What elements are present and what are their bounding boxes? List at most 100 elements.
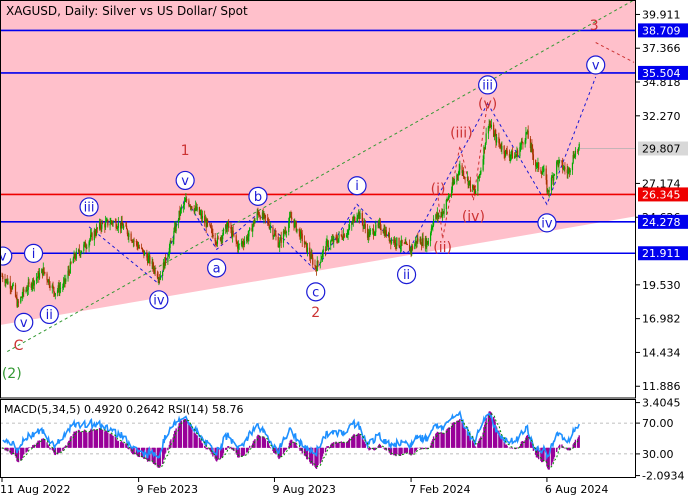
candle	[195, 200, 197, 211]
candle-body	[342, 234, 345, 240]
candle	[469, 176, 471, 193]
candle	[130, 231, 132, 242]
candle-body	[322, 249, 324, 252]
macd-bar	[167, 447, 169, 451]
candle	[405, 237, 407, 244]
macd-bar	[164, 447, 166, 455]
candle-body	[210, 227, 213, 229]
macd-bar	[317, 447, 319, 466]
macd-bar	[485, 417, 487, 448]
candle-body	[361, 213, 363, 223]
candle	[215, 239, 217, 248]
candle	[231, 224, 233, 239]
candle-body	[395, 245, 397, 246]
candle	[463, 167, 465, 179]
candle	[337, 238, 339, 244]
candle	[209, 222, 211, 227]
candle-body	[420, 244, 423, 246]
candle-body	[510, 154, 512, 156]
macd-bar	[204, 446, 207, 448]
candle	[289, 211, 291, 219]
candle	[394, 237, 396, 250]
candle-body	[78, 249, 80, 253]
candle-body	[233, 234, 235, 236]
candle-body	[73, 253, 75, 259]
candle	[408, 239, 411, 252]
macd-bar	[456, 420, 459, 448]
candle	[200, 209, 202, 220]
macd-bar	[69, 437, 72, 448]
candle-body	[369, 231, 371, 237]
candle-body	[435, 214, 437, 219]
candle	[483, 145, 485, 165]
macd-bar	[462, 422, 464, 448]
candle	[333, 235, 335, 248]
candle	[237, 241, 239, 253]
candle-body	[33, 280, 35, 286]
candle-body	[142, 249, 144, 251]
macd-bar	[567, 447, 569, 451]
candle-body	[459, 165, 461, 170]
candle	[351, 216, 354, 225]
candle-body	[426, 241, 429, 245]
candle-body	[526, 132, 528, 133]
candle	[514, 151, 517, 159]
candle-body	[180, 207, 182, 209]
candle-body	[309, 256, 312, 259]
candle	[156, 270, 158, 279]
macd-signal-line	[1, 413, 580, 468]
macd-bar	[347, 441, 349, 448]
macd-bar	[299, 447, 301, 451]
candle	[441, 208, 443, 219]
candle	[283, 229, 285, 235]
candle	[35, 273, 38, 285]
candle	[546, 174, 548, 195]
macd-bar	[209, 447, 212, 452]
macd-bar	[435, 433, 437, 448]
macd-bar	[101, 429, 103, 448]
macd-bar	[537, 447, 540, 460]
macd-bar	[138, 447, 141, 458]
candle	[498, 132, 500, 148]
candle-body	[429, 232, 432, 241]
macd-bar	[112, 435, 114, 448]
candle	[273, 230, 276, 237]
candle-body	[2, 276, 4, 280]
candle-body	[387, 232, 390, 236]
candle-body	[494, 133, 496, 135]
candle-body	[546, 179, 548, 192]
macd-bar	[453, 422, 456, 448]
candle-body	[20, 297, 22, 303]
candle-body	[141, 247, 143, 249]
candle-body	[568, 168, 571, 173]
candle-body	[422, 238, 424, 247]
candle	[151, 257, 153, 270]
candle	[335, 234, 337, 241]
candle	[168, 243, 170, 259]
candle	[443, 203, 445, 218]
candle-body	[164, 257, 166, 269]
candle-body	[482, 159, 484, 171]
candle	[352, 215, 354, 227]
macd-bar	[221, 447, 223, 458]
candle	[216, 241, 218, 247]
candle	[410, 247, 412, 258]
candle-body	[454, 181, 456, 183]
candle	[509, 151, 511, 164]
candle	[382, 228, 384, 234]
candle	[396, 236, 398, 250]
candle	[306, 243, 309, 257]
candle	[435, 213, 437, 221]
candle	[336, 235, 339, 244]
candle-body	[89, 234, 92, 240]
macd-bar	[58, 447, 60, 454]
candle	[147, 252, 149, 266]
x-tick-label: 7 Feb 2024	[409, 483, 470, 496]
candle	[37, 270, 39, 278]
candle	[280, 231, 282, 249]
candle-body	[417, 238, 419, 242]
candle	[362, 217, 364, 232]
wave-label-v: v	[181, 174, 189, 189]
candle	[201, 210, 204, 223]
